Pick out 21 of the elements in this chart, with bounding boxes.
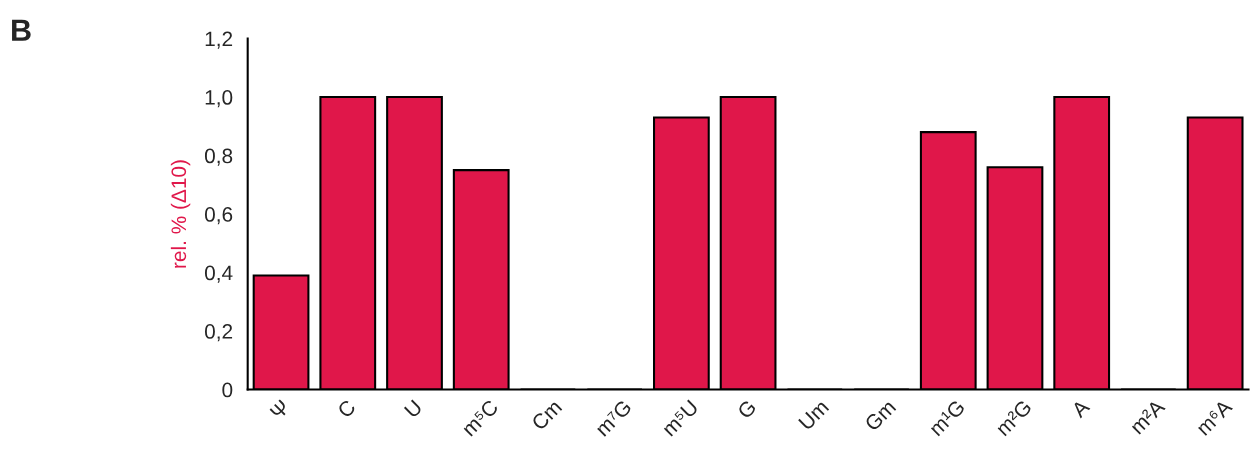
text: B bbox=[12, 19, 31, 41]
x-tick-label: m²G bbox=[995, 399, 1033, 437]
y-tick-label: 0,8 bbox=[204, 148, 233, 166]
y-tick-label: 0,6 bbox=[204, 207, 233, 225]
x-tick-label: A bbox=[1070, 398, 1091, 419]
x-tick-label: Um bbox=[798, 399, 830, 431]
x-tick-label: m⁶A bbox=[1195, 398, 1233, 436]
y-tick-label: 0,4 bbox=[204, 265, 233, 283]
x-tick-label: m²A bbox=[1129, 398, 1166, 435]
y-axis-title: rel. % (Δ10) bbox=[170, 160, 191, 268]
x-tick-label: G bbox=[736, 399, 757, 420]
x-tick-label: U bbox=[403, 399, 423, 419]
y-tick-label: 1,0 bbox=[205, 90, 233, 108]
x-tick-label: Gm bbox=[863, 399, 897, 432]
y-tick-label: 1,2 bbox=[205, 31, 233, 49]
y-tick-label: 0,2 bbox=[204, 324, 233, 342]
x-tick-label: Cm bbox=[530, 399, 563, 431]
x-tick-label: C bbox=[336, 398, 357, 419]
x-tick-label: Ψ bbox=[269, 399, 290, 420]
y-tick-label: 0 bbox=[222, 382, 233, 398]
x-tick-label: m¹G bbox=[928, 399, 966, 437]
